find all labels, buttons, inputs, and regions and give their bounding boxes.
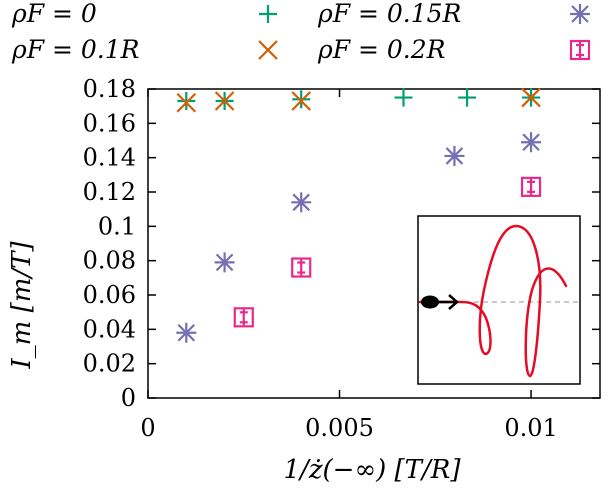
data-point [458, 88, 477, 107]
legend-entry: ρF = 0 [11, 0, 277, 28]
legend-marker-glyph [570, 4, 590, 24]
y-tick-label: 0.12 [83, 178, 136, 206]
legend-marker [259, 5, 277, 23]
y-tick-label: 0.14 [83, 144, 136, 172]
data-point [521, 87, 541, 108]
y-tick-label: 0 [121, 384, 136, 412]
y-tick-label: 0.1 [98, 212, 136, 240]
x-axis: 0 0.005 0.01 [140, 89, 558, 442]
data-point-stroke [215, 253, 234, 272]
data-point-stroke [445, 147, 464, 165]
x-tick-label: 0 [140, 414, 155, 442]
data-point-stroke [291, 91, 311, 111]
inset-particle [421, 295, 439, 309]
y-axis: 0 0.02 0.04 0.06 0.08 0.1 0.12 0.14 0.16 0.18 [83, 75, 600, 412]
legend-entry: ρF = 0.2R [317, 35, 591, 64]
y-tick-label: 0.02 [83, 350, 136, 378]
legend-marker-glyph [569, 39, 591, 61]
data-point-stroke [521, 87, 541, 108]
data-point-stroke [522, 133, 540, 151]
y-tick-label: 0.04 [83, 315, 136, 343]
data-point [214, 252, 235, 273]
y-tick-label: 0.16 [83, 109, 136, 137]
legend-entry: ρF = 0.1R [11, 35, 278, 64]
legend-label: ρF = 0.2R [317, 35, 445, 64]
data-point-stroke [214, 91, 235, 111]
series-3 [233, 176, 542, 328]
legend-label: ρF = 0 [11, 0, 97, 28]
series-1 [176, 87, 541, 113]
inset-trajectory-curve [418, 224, 568, 378]
data-point [292, 90, 311, 109]
y-tick-label: 0.18 [83, 75, 136, 103]
legend-marker-glyph-stroke [258, 40, 278, 60]
data-point [394, 88, 413, 107]
series-2 [176, 132, 542, 343]
legend-label: ρF = 0.1R [11, 35, 139, 64]
plot-frame [147, 88, 601, 399]
inset-diagram [417, 215, 581, 385]
legend-marker [258, 40, 278, 60]
x-axis-label: 1/ż(−∞) [T/R] [284, 455, 462, 485]
data-point-stroke [176, 92, 197, 113]
data-point [214, 91, 235, 111]
legend-marker-glyph [259, 5, 277, 23]
data-point-stroke [177, 323, 196, 342]
x-tick-label: 0.005 [305, 414, 374, 442]
data-point [291, 91, 311, 111]
y-tick-label: 0.08 [83, 247, 136, 275]
data-marks [176, 87, 542, 343]
legend-marker-glyph [258, 40, 278, 60]
data-point [233, 307, 254, 328]
legend-entry: ρF = 0.15R [317, 0, 590, 28]
data-point [177, 92, 196, 111]
x-tick-label: 0.01 [504, 414, 557, 442]
data-point [291, 192, 312, 213]
legend: ρF = 0 ρF = 0.1R ρF = 0.15R ρF = 0.2R [11, 0, 591, 64]
data-point [444, 145, 465, 166]
data-point [520, 176, 542, 197]
data-point [291, 257, 312, 278]
legend-label: ρF = 0.15R [317, 0, 461, 28]
data-point [176, 92, 197, 113]
legend-marker [569, 39, 591, 61]
data-point-stroke [292, 193, 310, 212]
data-point [521, 132, 542, 153]
y-tick-label: 0.06 [83, 281, 136, 309]
y-axis-label: I_m [m/T] [7, 241, 37, 370]
inset-arrow-head [448, 294, 459, 310]
legend-marker-glyph-stroke [571, 5, 589, 23]
legend-marker [570, 4, 590, 24]
data-point [176, 322, 197, 343]
